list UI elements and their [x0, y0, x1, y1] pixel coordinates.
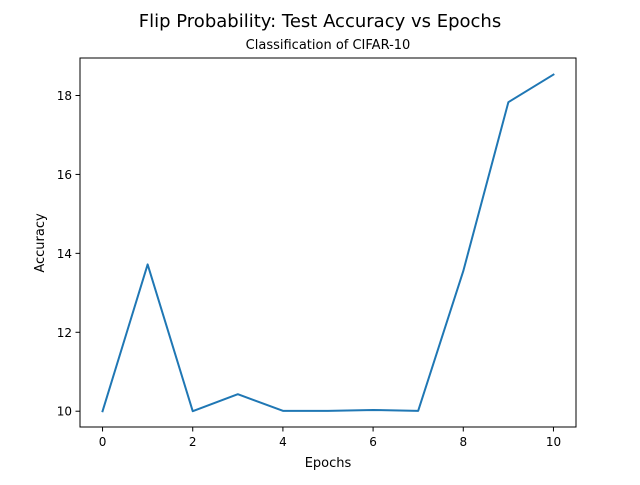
x-tick-label: 8 [459, 435, 467, 449]
y-axis-label: Accuracy [33, 213, 48, 273]
plot-area: 0 2 4 6 8 10 10 12 14 16 18 [57, 57, 577, 449]
x-axis-label: Epochs [305, 456, 352, 471]
x-tick-label: 4 [279, 435, 287, 449]
y-tick-label: 18 [57, 89, 72, 103]
plot-frame [79, 57, 577, 428]
chart-title: Flip Probability: Test Accuracy vs Epoch… [139, 11, 501, 32]
y-tick-label: 16 [57, 168, 72, 182]
y-tick-label: 14 [57, 247, 72, 261]
x-tick-label: 10 [546, 435, 561, 449]
x-tick-label: 6 [369, 435, 377, 449]
x-tick-label: 2 [189, 435, 197, 449]
x-tick-label: 0 [99, 435, 107, 449]
y-tick-label: 10 [57, 405, 72, 419]
y-tick-label: 12 [57, 326, 72, 340]
chart-subtitle: Classification of CIFAR-10 [246, 38, 411, 53]
series-line-0 [101, 73, 555, 413]
